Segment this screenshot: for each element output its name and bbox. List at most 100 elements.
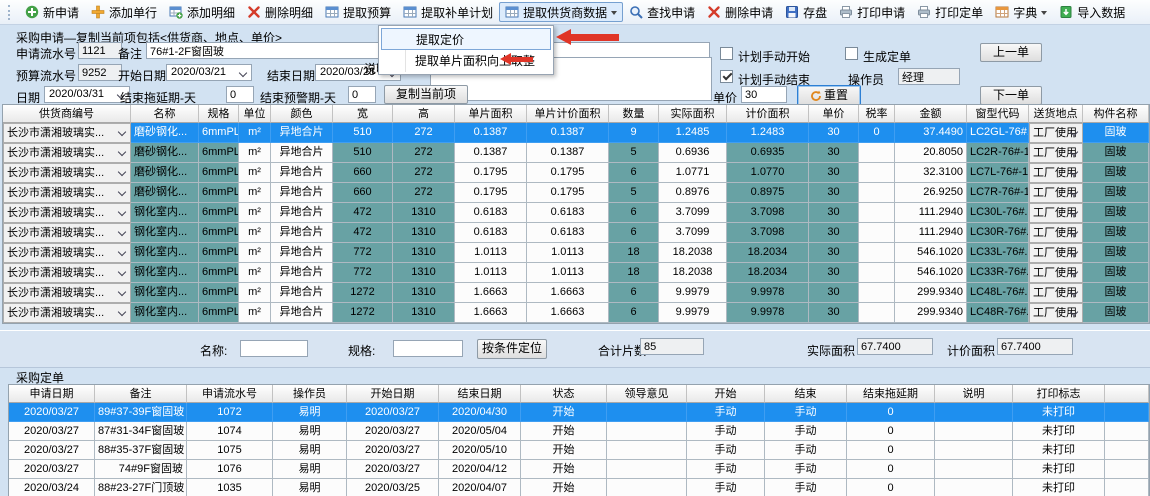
operator-cell[interactable]: 易明 bbox=[273, 441, 347, 460]
piece-price-area-cell[interactable]: 1.0113 bbox=[527, 243, 609, 263]
print-application-button[interactable]: 打印申请 bbox=[833, 2, 911, 22]
plan-manual-end-checkbox[interactable] bbox=[720, 70, 733, 83]
supplier-cell[interactable]: 长沙市潇湘玻璃实... bbox=[3, 183, 131, 203]
app-serial-field[interactable] bbox=[78, 42, 122, 59]
component-name-cell[interactable]: 固玻 bbox=[1083, 163, 1149, 183]
height-cell[interactable]: 272 bbox=[393, 143, 455, 163]
filler-cell[interactable] bbox=[1105, 403, 1149, 422]
supplier-cell[interactable]: 长沙市潇湘玻璃实... bbox=[3, 263, 131, 283]
column-header[interactable]: 状态 bbox=[521, 385, 607, 403]
table-row[interactable]: 2020/03/27 87#31-34F窗固玻 1074 易明 2020/03/27 20… bbox=[9, 422, 1149, 441]
end-cell[interactable]: 手动 bbox=[765, 422, 847, 441]
find-application-button[interactable]: 查找申请 bbox=[623, 2, 701, 22]
unit-cell[interactable]: m² bbox=[239, 223, 271, 243]
column-header[interactable]: 规格 bbox=[199, 105, 239, 123]
table-row[interactable]: 长沙市潇湘玻璃实...钢化室内...6mmPLE...m²异地合片1272131… bbox=[3, 303, 1149, 323]
extract-supplement-plan-button[interactable]: 提取补单计划 bbox=[397, 2, 499, 22]
start-cell[interactable]: 手动 bbox=[687, 441, 765, 460]
amount-cell[interactable]: 111.2940 bbox=[895, 223, 967, 243]
actual-area-cell[interactable]: 18.2038 bbox=[659, 263, 727, 283]
piece-price-area-cell[interactable]: 1.0113 bbox=[527, 263, 609, 283]
height-cell[interactable]: 1310 bbox=[393, 243, 455, 263]
note-cell[interactable] bbox=[935, 479, 1013, 496]
start-date-cell[interactable]: 2020/03/27 bbox=[347, 460, 439, 479]
window-code-cell[interactable]: LC48L-76#... bbox=[967, 283, 1029, 303]
filler-cell[interactable] bbox=[1105, 441, 1149, 460]
window-code-cell[interactable]: LC30L-76#... bbox=[967, 203, 1029, 223]
spec-cell[interactable]: 6mmPLE... bbox=[199, 243, 239, 263]
height-cell[interactable]: 1310 bbox=[393, 203, 455, 223]
tax-rate-cell[interactable] bbox=[859, 263, 895, 283]
end-date-cell[interactable]: 2020/04/30 bbox=[439, 403, 521, 422]
name-cell[interactable]: 钢化室内... bbox=[131, 263, 199, 283]
unit-price-cell[interactable]: 30 bbox=[809, 263, 859, 283]
height-cell[interactable]: 272 bbox=[393, 163, 455, 183]
width-cell[interactable]: 472 bbox=[333, 203, 393, 223]
print-flag-cell[interactable]: 未打印 bbox=[1013, 479, 1105, 496]
supplier-cell[interactable]: 长沙市潇湘玻璃实... bbox=[3, 303, 131, 323]
actual-area-cell[interactable]: 1.0771 bbox=[659, 163, 727, 183]
app-date-cell[interactable]: 2020/03/27 bbox=[9, 460, 95, 479]
table-row[interactable]: 长沙市潇湘玻璃实...钢化室内...6mmPLE...m²异地合片7721310… bbox=[3, 263, 1149, 283]
qty-cell[interactable]: 6 bbox=[609, 223, 659, 243]
leader-opinion-cell[interactable] bbox=[607, 479, 687, 496]
column-header[interactable]: 单片面积 bbox=[455, 105, 527, 123]
window-code-cell[interactable]: LC48R-76#... bbox=[967, 303, 1029, 323]
column-header[interactable]: 结束拖延期 bbox=[847, 385, 935, 403]
component-name-cell[interactable]: 固玻 bbox=[1083, 203, 1149, 223]
qty-cell[interactable]: 5 bbox=[609, 183, 659, 203]
spec-cell[interactable]: 6mmPLE... bbox=[199, 143, 239, 163]
qty-cell[interactable]: 6 bbox=[609, 203, 659, 223]
name-cell[interactable]: 磨砂钢化... bbox=[131, 183, 199, 203]
print-flag-cell[interactable]: 未打印 bbox=[1013, 422, 1105, 441]
amount-cell[interactable]: 299.9340 bbox=[895, 283, 967, 303]
column-header[interactable]: 高 bbox=[393, 105, 455, 123]
unit-cell[interactable]: m² bbox=[239, 183, 271, 203]
piece-area-cell[interactable]: 0.6183 bbox=[455, 203, 527, 223]
app-date-cell[interactable]: 2020/03/27 bbox=[9, 441, 95, 460]
column-header[interactable]: 税率 bbox=[859, 105, 895, 123]
tax-rate-cell[interactable] bbox=[859, 163, 895, 183]
name-cell[interactable]: 钢化室内... bbox=[131, 243, 199, 263]
tax-rate-cell[interactable]: 0 bbox=[859, 123, 895, 143]
qty-cell[interactable]: 18 bbox=[609, 243, 659, 263]
plan-manual-start-checkbox[interactable] bbox=[720, 47, 733, 60]
note-cell[interactable] bbox=[935, 460, 1013, 479]
note-cell[interactable] bbox=[935, 403, 1013, 422]
unit-cell[interactable]: m² bbox=[239, 303, 271, 323]
end-delay-cell[interactable]: 0 bbox=[847, 422, 935, 441]
window-code-cell[interactable]: LC2R-76#-1F bbox=[967, 143, 1029, 163]
amount-cell[interactable]: 32.3100 bbox=[895, 163, 967, 183]
delivery-place-cell[interactable]: 工厂使用 bbox=[1029, 183, 1083, 203]
column-header[interactable]: 实际面积 bbox=[659, 105, 727, 123]
extract-supplier-data-button[interactable]: 提取供货商数据 bbox=[499, 2, 624, 22]
start-cell[interactable]: 手动 bbox=[687, 479, 765, 496]
actual-area-cell[interactable]: 18.2038 bbox=[659, 243, 727, 263]
operator-cell[interactable]: 易明 bbox=[273, 422, 347, 441]
app-date-cell[interactable]: 2020/03/24 bbox=[9, 479, 95, 496]
table-row[interactable]: 长沙市潇湘玻璃实...钢化室内...6mmPLE...m²异地合片7721310… bbox=[3, 243, 1149, 263]
tax-rate-cell[interactable] bbox=[859, 203, 895, 223]
column-header[interactable]: 构件名称 bbox=[1083, 105, 1149, 123]
component-name-cell[interactable]: 固玻 bbox=[1083, 223, 1149, 243]
app-serial-cell[interactable]: 1076 bbox=[187, 460, 273, 479]
price-area-cell[interactable]: 3.7098 bbox=[727, 223, 809, 243]
end-warning-field[interactable] bbox=[348, 86, 376, 103]
qty-cell[interactable]: 5 bbox=[609, 143, 659, 163]
table-row[interactable]: 长沙市潇湘玻璃实...钢化室内...6mmPLE...m²异地合片1272131… bbox=[3, 283, 1149, 303]
end-delay-cell[interactable]: 0 bbox=[847, 460, 935, 479]
spec-cell[interactable]: 6mmPLE... bbox=[199, 183, 239, 203]
piece-price-area-cell[interactable]: 0.1795 bbox=[527, 183, 609, 203]
total-pieces-field[interactable] bbox=[640, 338, 704, 355]
table-row[interactable]: 长沙市潇湘玻璃实...磨砂钢化...6mmPLE...m²异地合片5102720… bbox=[3, 123, 1149, 143]
start-date-cell[interactable]: 2020/03/27 bbox=[347, 403, 439, 422]
actual-area-field[interactable] bbox=[857, 338, 933, 355]
column-header[interactable]: 开始日期 bbox=[347, 385, 439, 403]
start-cell[interactable]: 手动 bbox=[687, 403, 765, 422]
status-cell[interactable]: 开始 bbox=[521, 403, 607, 422]
spec-cell[interactable]: 6mmPLE... bbox=[199, 123, 239, 143]
unit-price-cell[interactable]: 30 bbox=[809, 203, 859, 223]
actual-area-cell[interactable]: 0.8976 bbox=[659, 183, 727, 203]
width-cell[interactable]: 660 bbox=[333, 163, 393, 183]
operator-cell[interactable]: 易明 bbox=[273, 479, 347, 496]
